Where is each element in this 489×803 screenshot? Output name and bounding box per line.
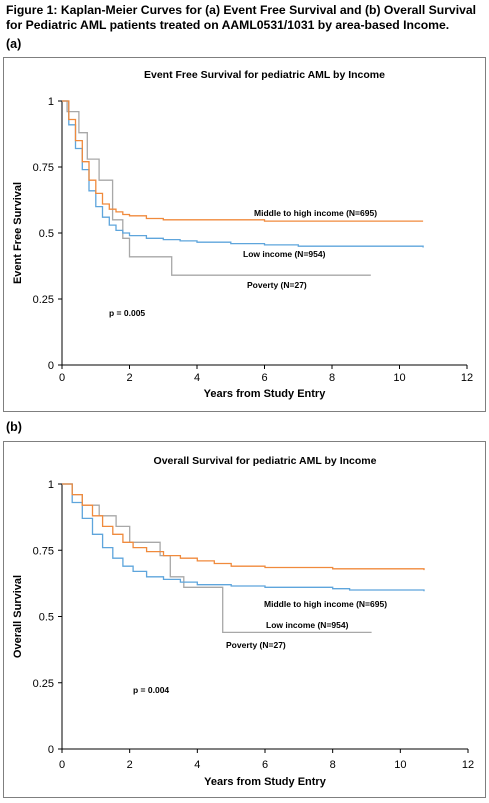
x-tick-label: 10 — [394, 759, 406, 771]
series-middle-to-high-income — [62, 100, 424, 222]
event-free-survival-chart: Event Free Survival for pediatric AML by… — [12, 69, 473, 400]
legend-low-income: Low income (N=954) — [266, 620, 349, 630]
x-tick-label: 2 — [127, 759, 133, 771]
x-tick-label: 12 — [462, 759, 474, 771]
legend-poverty: Poverty (N=27) — [247, 280, 307, 290]
p-value-annotation: p = 0.005 — [109, 308, 145, 318]
chart-title: Event Free Survival for pediatric AML by… — [144, 69, 385, 81]
p-value-annotation: p = 0.004 — [133, 685, 169, 695]
series-middle-to-high-income — [62, 483, 425, 571]
x-tick-label: 12 — [461, 372, 473, 384]
figure-title: Figure 1: Kaplan-Meier Curves for (a) Ev… — [6, 3, 477, 32]
y-tick-label: 1 — [48, 96, 54, 108]
x-tick-label: 4 — [194, 759, 200, 771]
legend-middle-to-high-income: Middle to high income (N=695) — [254, 208, 377, 218]
y-tick-label: 0 — [48, 744, 54, 756]
y-tick-label: 0.75 — [33, 162, 54, 174]
y-tick-label: 0.5 — [39, 612, 54, 624]
x-tick-label: 0 — [59, 759, 65, 771]
y-tick-label: 0.5 — [39, 228, 54, 240]
y-tick-label: 0.25 — [33, 294, 54, 306]
y-tick-label: 0 — [48, 360, 54, 372]
chart-panel-overall-survival: Overall Survival for pediatric AML by In… — [3, 441, 486, 798]
y-axis-label: Overall Survival — [12, 575, 24, 658]
panel-a-label: (a) — [6, 37, 22, 51]
x-tick-label: 6 — [262, 759, 268, 771]
x-tick-label: 10 — [393, 372, 405, 384]
chart-panel-event-free-survival: Event Free Survival for pediatric AML by… — [3, 57, 486, 412]
series-low-income — [62, 483, 425, 592]
legend-middle-to-high-income: Middle to high income (N=695) — [264, 599, 387, 609]
x-tick-label: 6 — [261, 372, 267, 384]
y-tick-label: 0.75 — [33, 545, 54, 557]
x-tick-label: 8 — [330, 759, 336, 771]
legend-poverty: Poverty (N=27) — [226, 640, 286, 650]
series-poverty — [62, 100, 371, 276]
x-tick-label: 4 — [194, 372, 200, 384]
legend-low-income: Low income (N=954) — [243, 249, 326, 259]
x-tick-label: 0 — [59, 372, 65, 384]
chart-title: Overall Survival for pediatric AML by In… — [154, 455, 377, 467]
overall-survival-chart: Overall Survival for pediatric AML by In… — [12, 455, 474, 788]
series-poverty — [62, 483, 372, 634]
x-tick-label: 2 — [126, 372, 132, 384]
panel-b-label: (b) — [6, 420, 22, 434]
x-axis-label: Years from Study Entry — [204, 388, 327, 400]
x-axis-label: Years from Study Entry — [204, 776, 327, 788]
x-tick-label: 8 — [329, 372, 335, 384]
y-tick-label: 0.25 — [33, 678, 54, 690]
y-axis-label: Event Free Survival — [12, 182, 24, 284]
y-tick-label: 1 — [48, 479, 54, 491]
series-low-income — [62, 100, 424, 248]
